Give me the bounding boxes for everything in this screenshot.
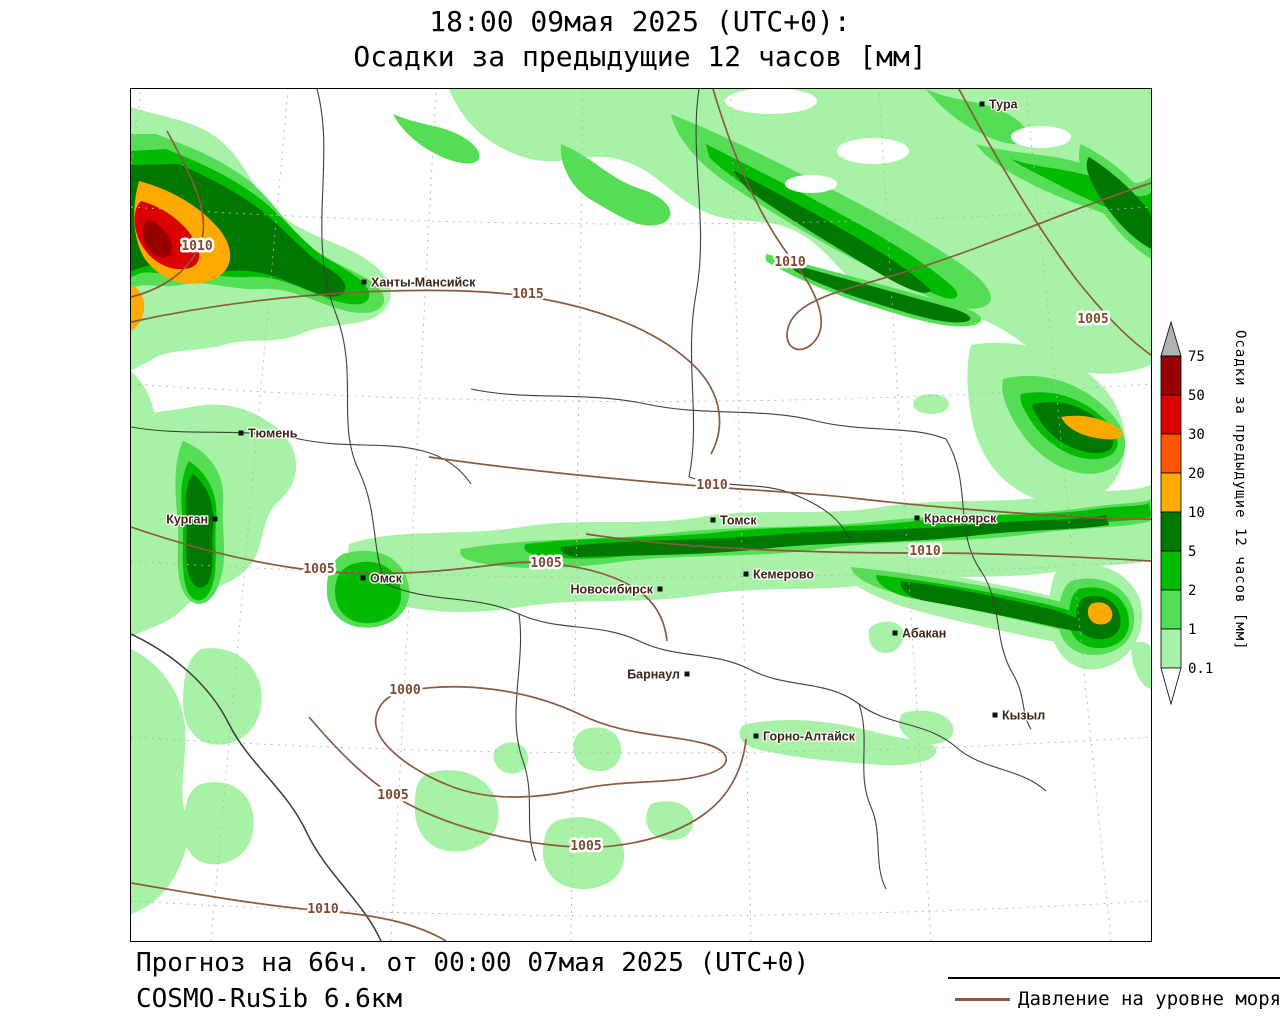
city-label: Кемерово <box>753 568 814 582</box>
city-label: Тура <box>989 98 1019 112</box>
isobar-label: 1005 <box>570 839 601 854</box>
city-dot <box>684 671 690 677</box>
pressure-legend: Давление на уровне моря <box>955 988 1280 1010</box>
graticule-layer <box>131 89 1151 941</box>
map-title: 18:00 09мая 2025 (UTC+0): Осадки за пред… <box>0 4 1280 74</box>
legend-tick-label: 30 <box>1188 427 1205 443</box>
isobar-label: 1010 <box>774 255 805 270</box>
legend-color-box <box>1160 511 1182 552</box>
legend-tick-label: 5 <box>1188 544 1196 560</box>
city-layer: Тура Ханты-Мансийск Тюмень Курган Омск Томск Н… <box>165 96 1046 745</box>
title-subject: Осадки за предыдущие 12 часов [мм] <box>353 40 927 73</box>
legend-tick-label: 1 <box>1188 622 1196 638</box>
city-label: Омск <box>370 572 403 586</box>
city-label: Курган <box>166 513 208 527</box>
city-label: Ханты-Мансийск <box>371 276 476 290</box>
city-dot <box>992 712 998 718</box>
city-dot <box>892 630 898 636</box>
region-borders-layer <box>131 89 1047 941</box>
city-label: Горно-Алтайск <box>763 730 856 744</box>
legend-arrow-top <box>1160 320 1182 357</box>
forecast-info: Прогноз на 66ч. от 00:00 07мая 2025 (UTC… <box>136 948 810 978</box>
city-dot <box>743 571 749 577</box>
legend-tick-label: 50 <box>1188 388 1205 404</box>
isobar-label: 1005 <box>1077 312 1108 327</box>
city-label: Тюмень <box>248 427 298 441</box>
model-info: COSMO-RuSib 6.6км <box>136 984 403 1014</box>
isobar-line-sample <box>955 997 1010 1001</box>
city-label: Новосибирск <box>570 583 653 597</box>
precipitation-layer <box>131 89 1151 915</box>
map-image: 1010 1015 1010 1005 1010 1005 1005 1010 1000 1005… <box>131 89 1151 941</box>
city-dot <box>212 516 218 522</box>
legend-title: Осадки за предыдущие 12 часов [мм] <box>1232 330 1248 651</box>
city-dot <box>238 430 244 436</box>
city-dot <box>753 733 759 739</box>
isobar-label: 1010 <box>181 239 212 254</box>
isobar-label: 1010 <box>909 544 940 559</box>
city-label: Красноярск <box>924 512 997 526</box>
isobar-label: 1005 <box>377 788 408 803</box>
precip-legend: 75 50 30 20 10 5 2 1 0.1 <box>1158 320 1268 710</box>
city-dot <box>979 101 985 107</box>
legend-color-box <box>1160 394 1182 435</box>
legend-tick-label: 75 <box>1188 349 1205 365</box>
isobar-label: 1005 <box>530 556 561 571</box>
title-datetime: 18:00 09мая 2025 (UTC+0): <box>429 5 851 38</box>
isoline-layer <box>131 89 1151 941</box>
legend-arrow-bottom <box>1160 667 1182 706</box>
legend-tick-label: 10 <box>1188 505 1205 521</box>
legend-color-box <box>1160 550 1182 591</box>
legend-color-box <box>1160 355 1182 396</box>
city-label: Томск <box>720 514 757 528</box>
isobar-labels-layer: 1010 1015 1010 1005 1010 1005 1005 1010 1000 1005… <box>179 237 1111 920</box>
city-dot <box>361 279 367 285</box>
city-label: Барнаул <box>627 668 680 682</box>
isobar-label: 1010 <box>696 478 727 493</box>
isobar-label: 1005 <box>303 562 334 577</box>
map-frame: 1010 1015 1010 1005 1010 1005 1005 1010 1000 1005… <box>130 88 1152 942</box>
legend-color-box <box>1160 628 1182 669</box>
legend-color-box <box>1160 472 1182 513</box>
city-dot <box>360 575 366 581</box>
legend-color-box <box>1160 589 1182 630</box>
city-dot <box>657 586 663 592</box>
city-dot <box>710 517 716 523</box>
isobar-label: 1010 <box>307 902 338 917</box>
city-label: Абакан <box>902 627 946 641</box>
isobar-label: 1015 <box>512 287 543 302</box>
white-gaps-layer <box>725 89 1071 193</box>
precip-legend-bar: 75 50 30 20 10 5 2 1 0.1 <box>1160 320 1213 706</box>
legend-separator <box>948 977 1280 979</box>
isobar-label: 1000 <box>389 683 420 698</box>
pressure-legend-label: Давление на уровне моря <box>1018 988 1280 1010</box>
legend-color-box <box>1160 433 1182 474</box>
city-label: Кызыл <box>1002 709 1045 723</box>
legend-tick-label: 0.1 <box>1188 661 1213 677</box>
legend-tick-label: 2 <box>1188 583 1196 599</box>
city-dot <box>914 515 920 521</box>
legend-tick-label: 20 <box>1188 466 1205 482</box>
